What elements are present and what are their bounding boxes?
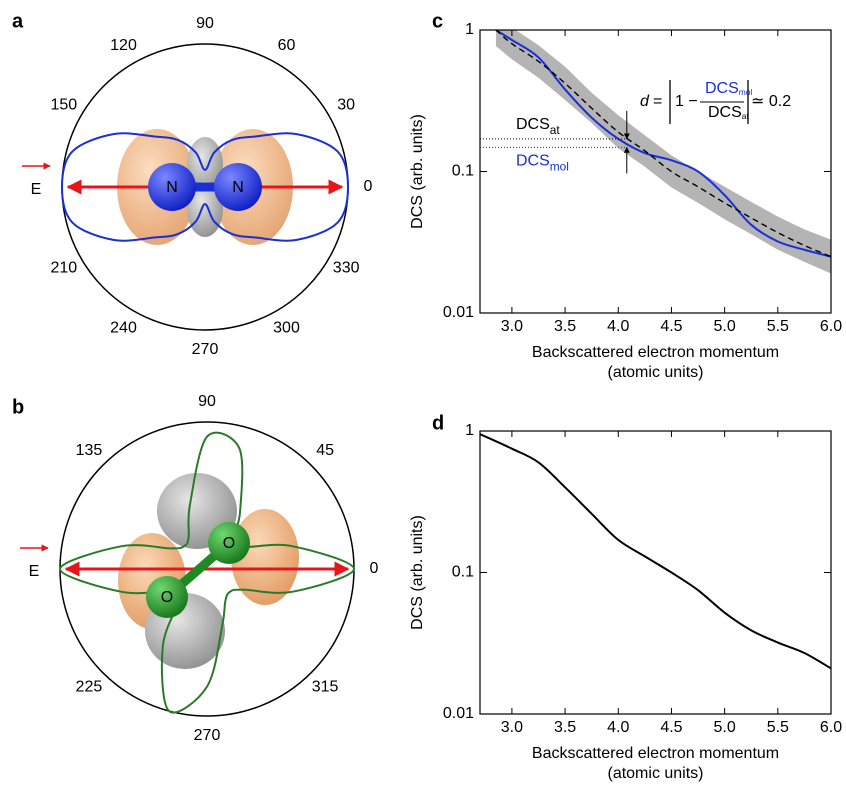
formula-denominator-main: DCS [708, 104, 742, 121]
formula-numerator: DCSmol [705, 80, 752, 97]
angle-tick-label: 120 [110, 37, 137, 54]
atom-label: N [166, 179, 178, 196]
formula-suffix: ≃ 0.2 [751, 93, 791, 110]
angle-tick-label: 60 [278, 37, 296, 54]
formula-numerator-sub: mol [739, 87, 753, 97]
angle-tick-label: 30 [337, 97, 355, 114]
panel-label: d [432, 412, 444, 434]
y-tick-label: 1 [465, 21, 474, 38]
dcs-at-label-main: DCS [516, 116, 550, 133]
formula-numerator-main: DCS [705, 80, 739, 97]
x-tick-label: 4.5 [660, 719, 682, 736]
angle-tick-label: 270 [194, 727, 221, 744]
y-tick-label: 1 [465, 422, 474, 439]
x-tick-label: 5.5 [767, 719, 789, 736]
angle-tick-label: 135 [76, 442, 103, 459]
atom [148, 163, 196, 211]
y-tick-label: 0.1 [452, 564, 474, 581]
x-tick-label: 6.0 [820, 719, 842, 736]
band [495, 30, 831, 274]
x-tick-label: 5.0 [714, 719, 736, 736]
formula-denominator-sub: at [742, 111, 750, 121]
angle-tick-label: 240 [110, 319, 137, 336]
angle-tick-label: 210 [50, 260, 77, 277]
angle-tick-label: 0 [364, 178, 373, 195]
x-axis-label: (atomic units) [607, 364, 703, 381]
panel-label: a [12, 10, 24, 32]
plot-frame [479, 430, 832, 715]
x-tick-label: 6.0 [820, 318, 842, 335]
angle-tick-label: 90 [196, 15, 214, 32]
y-tick-label: 0.01 [443, 705, 474, 722]
formula-prefix: 1 − [675, 93, 698, 110]
y-axis-label: DCS (arb. units) [409, 114, 426, 229]
atom-label: O [161, 589, 173, 606]
x-tick-label: 5.0 [714, 318, 736, 335]
angle-tick-label: 225 [76, 678, 103, 695]
polar-curve [58, 431, 356, 714]
series-line [495, 30, 831, 258]
field-label: E [31, 181, 42, 198]
dcs-mol-label-main: DCS [516, 153, 550, 170]
angle-tick-label: 330 [333, 260, 360, 277]
dcs-mol-label: DCSmol [516, 153, 569, 174]
x-tick-label: 3.5 [554, 318, 576, 335]
atom [208, 522, 250, 564]
angle-tick-label: 0 [370, 560, 379, 577]
orbital-lobe [231, 509, 299, 605]
x-tick-label: 4.5 [660, 318, 682, 335]
x-axis-label: Backscattered electron momentum [532, 344, 779, 361]
polar-curve [60, 132, 350, 242]
series-line [480, 433, 831, 670]
y-tick-label: 0.01 [443, 304, 474, 321]
y-axis-label: DCS (arb. units) [409, 515, 426, 630]
dcs-mol-label-sub: mol [550, 159, 569, 173]
series-line [495, 30, 831, 258]
angle-tick-label: 90 [198, 393, 216, 410]
x-axis-label: (atomic units) [607, 765, 703, 782]
atom [214, 163, 262, 211]
dcs-at-label: DCSat [516, 116, 560, 137]
panel-label: c [432, 10, 443, 32]
atom-label: N [232, 179, 244, 196]
x-tick-label: 4.0 [607, 318, 629, 335]
field-label: E [29, 563, 40, 580]
x-tick-label: 5.5 [767, 318, 789, 335]
orbital-lobe [187, 137, 223, 193]
formula-equals: = [653, 93, 662, 110]
angle-tick-label: 270 [192, 341, 219, 358]
formula-denominator: DCSat [708, 104, 749, 121]
dcs-at-label-sub: at [550, 123, 561, 137]
panel-label: b [12, 396, 24, 418]
angle-tick-label: 150 [50, 97, 77, 114]
angle-tick-label: 300 [273, 319, 300, 336]
y-tick-label: 0.1 [452, 163, 474, 180]
atom-label: O [223, 535, 235, 552]
orbital-lobe [187, 181, 223, 237]
formula-symbol: d [640, 93, 650, 110]
orbital [118, 473, 299, 669]
x-tick-label: 3.0 [501, 318, 523, 335]
atom [146, 576, 188, 618]
x-tick-label: 3.5 [554, 719, 576, 736]
x-axis-label: Backscattered electron momentum [532, 745, 779, 762]
angle-tick-label: 315 [312, 678, 339, 695]
x-tick-label: 4.0 [607, 719, 629, 736]
x-tick-label: 3.0 [501, 719, 523, 736]
angle-tick-label: 45 [316, 442, 334, 459]
